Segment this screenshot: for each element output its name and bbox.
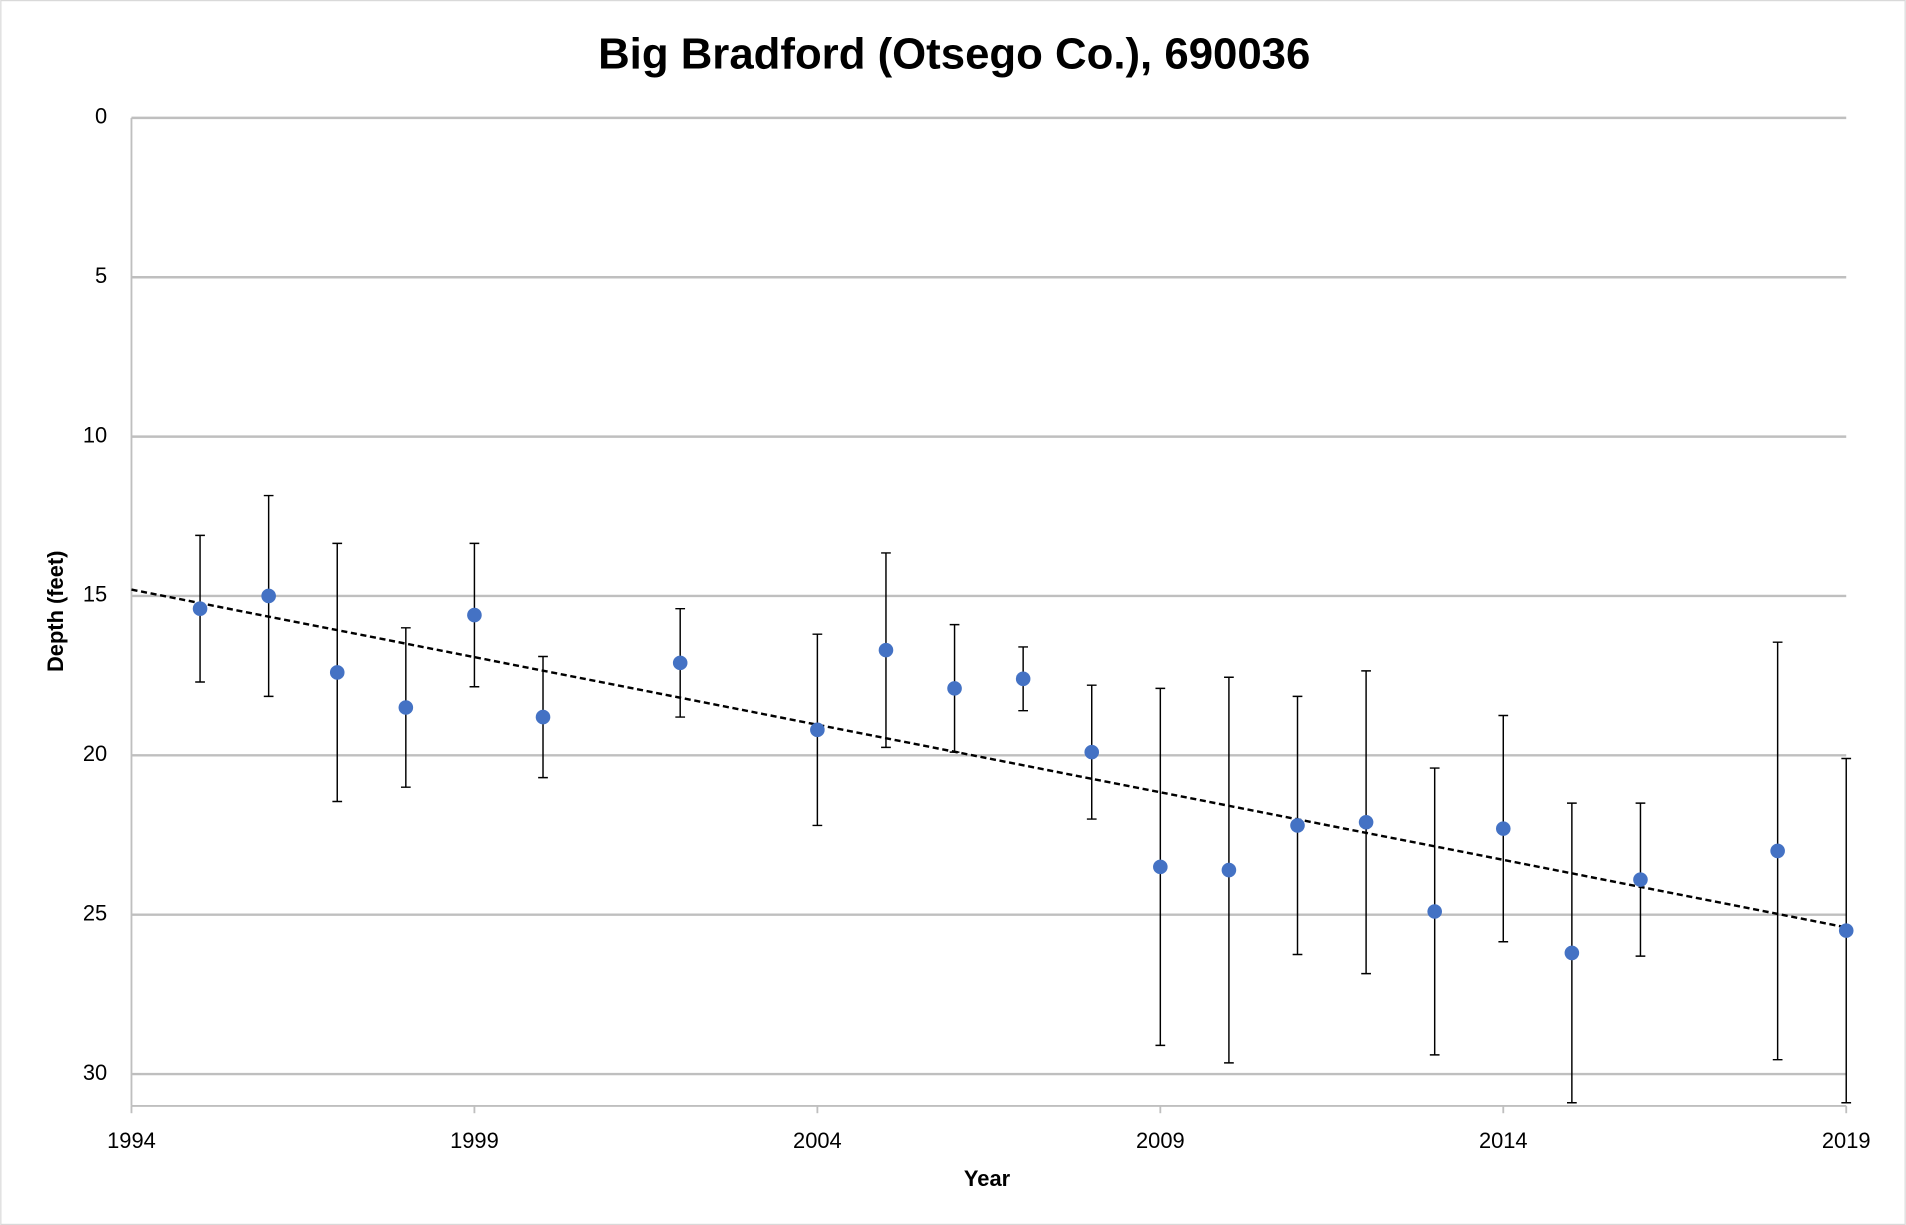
- data-point: [329, 665, 345, 680]
- data-point: [1290, 818, 1305, 833]
- data-point: [672, 655, 688, 671]
- data-point: [192, 601, 208, 616]
- data-point: [535, 709, 551, 725]
- data-point: [1633, 872, 1648, 887]
- y-tick-label: 30: [83, 1060, 107, 1085]
- x-tick-label: 2009: [1136, 1128, 1185, 1153]
- data-point: [1495, 821, 1511, 836]
- chart-title: Big Bradford (Otsego Co.), 690036: [598, 30, 1310, 79]
- data-point: [1153, 859, 1168, 875]
- y-tick-label: 0: [95, 104, 107, 129]
- plot-area: [131, 494, 1854, 1104]
- x-tick-label: 2004: [793, 1128, 842, 1153]
- x-tick-label: 1994: [107, 1128, 156, 1153]
- data-point: [1358, 814, 1374, 830]
- x-axis-label: Year: [964, 1166, 1011, 1191]
- data-point: [810, 722, 825, 738]
- x-tick-label: 2014: [1479, 1128, 1528, 1153]
- data-point: [1770, 843, 1785, 859]
- data-point: [1084, 744, 1100, 760]
- y-tick-label: 5: [95, 263, 107, 288]
- y-tick-label: 20: [83, 741, 107, 766]
- y-tick-label: 25: [83, 900, 107, 925]
- y-tick-label: 10: [83, 422, 107, 447]
- data-point: [947, 681, 962, 696]
- data-point: [1564, 945, 1580, 961]
- data-point: [878, 642, 894, 658]
- data-point: [1221, 862, 1237, 878]
- y-axis-label: Depth (feet): [43, 551, 68, 672]
- x-tick-label: 1999: [450, 1128, 499, 1153]
- x-tick-label: 2019: [1822, 1128, 1871, 1153]
- data-point: [261, 588, 276, 604]
- data-point: [398, 700, 414, 715]
- data-point: [1015, 671, 1031, 687]
- y-tick-label: 15: [83, 582, 107, 607]
- data-point: [1427, 904, 1442, 919]
- data-point: [1838, 923, 1854, 938]
- data-point: [467, 607, 482, 623]
